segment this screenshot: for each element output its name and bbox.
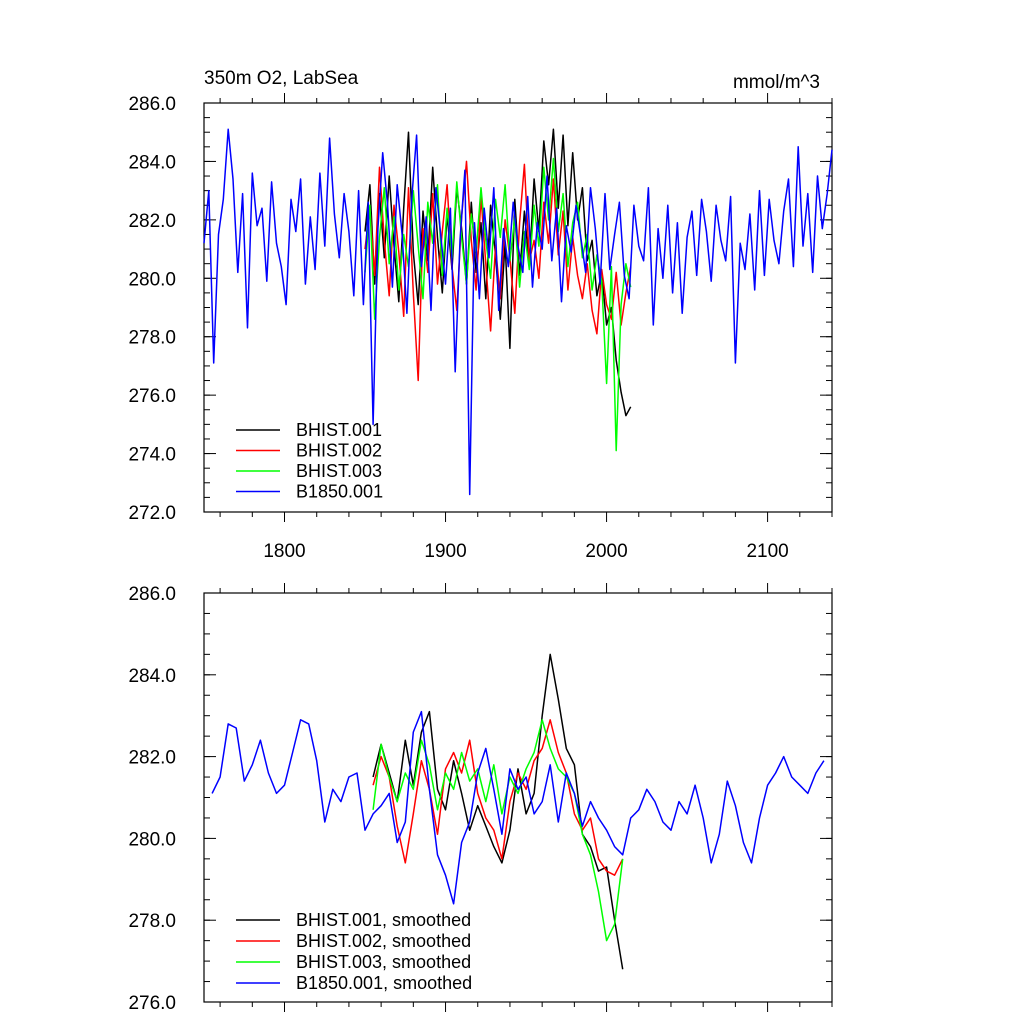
y-tick-label: 274.0 <box>128 445 176 466</box>
x-tick-label: 1900 <box>424 541 466 562</box>
bottom-plot-area: 276.0 278.0 280.0 282.0 284.0 286.0 BHIST.001,… <box>128 583 833 1014</box>
y-tick-label: 284.0 <box>128 666 176 687</box>
y-tick-label: 276.0 <box>128 386 176 407</box>
x-tick-label: 2000 <box>585 541 627 562</box>
series-line-4 <box>203 128 833 496</box>
legend-label: BHIST.002 <box>296 441 382 461</box>
y-tick-label: 286.0 <box>128 584 176 605</box>
x-tick-label: 1800 <box>263 541 305 562</box>
legend-label: BHIST.003 <box>296 461 382 481</box>
legend-label: B1850.001, smoothed <box>296 973 472 993</box>
x-tick-label: 2100 <box>746 541 788 562</box>
y-tick-label: 278.0 <box>128 911 176 932</box>
y-tick-label: 280.0 <box>128 829 176 850</box>
legend-label: BHIST.002, smoothed <box>296 931 471 951</box>
chart-title: 350m O2, LabSea <box>204 68 359 89</box>
bottom-panel: 276.0 278.0 280.0 282.0 284.0 286.0 BHIST.001,… <box>128 583 833 1014</box>
y-tick-label: 276.0 <box>128 993 176 1014</box>
legend-label: BHIST.003, smoothed <box>296 952 471 972</box>
series-line-4 <box>211 710 825 905</box>
y-tick-label: 282.0 <box>128 748 176 769</box>
y-tick-label: 286.0 <box>128 94 176 115</box>
legend-label: BHIST.001 <box>296 420 382 440</box>
top-plot-area: 272.0 274.0 276.0 278.0 280.0 282.0 284.0 286.0… <box>128 93 833 562</box>
legend-label: BHIST.001, smoothed <box>296 910 471 930</box>
y-tick-label: 272.0 <box>128 503 176 524</box>
series-line-2 <box>372 719 624 876</box>
units-label: mmol/m^3 <box>733 72 820 93</box>
y-tick-label: 280.0 <box>128 269 176 290</box>
y-tick-label: 282.0 <box>128 211 176 232</box>
y-tick-label: 278.0 <box>128 328 176 349</box>
y-tick-label: 284.0 <box>128 152 176 173</box>
legend-label: B1850.001 <box>296 482 383 502</box>
top-panel: 350m O2, LabSea mmol/m^3 272.0 274.0 276.0… <box>128 68 833 562</box>
series-line-3 <box>372 719 624 942</box>
